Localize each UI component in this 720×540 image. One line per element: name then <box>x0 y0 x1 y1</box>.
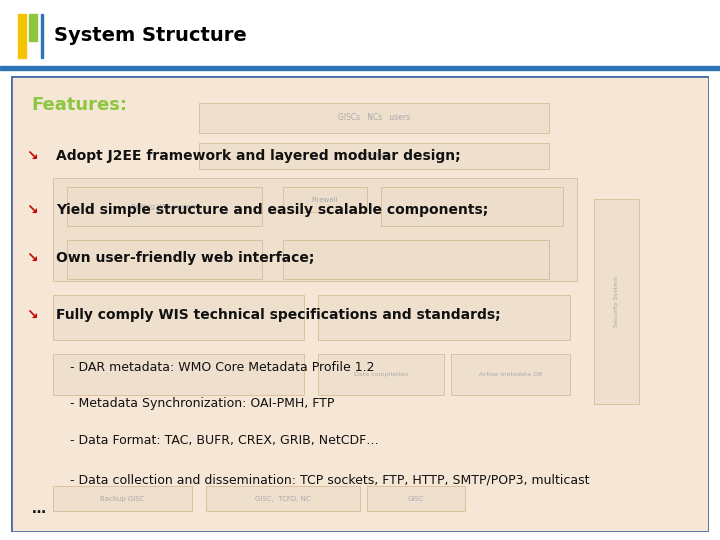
Bar <box>53 295 304 340</box>
Bar <box>29 14 37 40</box>
Text: - Data Format: TAC, BUFR, CREX, GRIB, NetCDF…: - Data Format: TAC, BUFR, CREX, GRIB, Ne… <box>70 434 379 447</box>
Text: Security System: Security System <box>614 276 619 327</box>
Bar <box>41 14 43 58</box>
Text: Backup GISC: Backup GISC <box>100 496 145 502</box>
Text: Adopt J2EE framework and layered modular design;: Adopt J2EE framework and layered modular… <box>56 148 461 163</box>
Bar <box>67 187 262 226</box>
Text: ↘: ↘ <box>26 148 37 163</box>
Bar <box>53 178 577 281</box>
Bar <box>381 187 562 226</box>
Bar <box>67 240 262 279</box>
Bar <box>283 240 549 279</box>
Text: Yield simple structure and easily scalable components;: Yield simple structure and easily scalab… <box>56 204 488 218</box>
Text: Data compilation: Data compilation <box>354 372 408 377</box>
Text: ↘: ↘ <box>26 308 37 322</box>
Text: - Data collection and dissemination: TCP sockets, FTP, HTTP, SMTP/POP3, multicas: - Data collection and dissemination: TCP… <box>70 474 590 487</box>
Bar <box>18 14 26 58</box>
Bar <box>53 354 304 395</box>
Bar <box>199 143 549 169</box>
Bar <box>199 103 549 133</box>
Text: - Metadata Synchronization: OAI-PMH, FTP: - Metadata Synchronization: OAI-PMH, FTP <box>70 397 335 410</box>
Text: …: … <box>32 502 46 516</box>
Bar <box>53 486 192 511</box>
Text: - DAR metadata: WMO Core Metadata Profile 1.2: - DAR metadata: WMO Core Metadata Profil… <box>70 361 374 374</box>
Bar <box>207 486 360 511</box>
Text: Fully comply WIS technical specifications and standards;: Fully comply WIS technical specification… <box>56 308 501 322</box>
Text: GISC: GISC <box>408 496 424 502</box>
Text: Features:: Features: <box>32 96 127 114</box>
Text: Active metadata DB: Active metadata DB <box>479 372 541 377</box>
Text: Own user-friendly web interface;: Own user-friendly web interface; <box>56 251 315 265</box>
Text: GISCs   NCs   users: GISCs NCs users <box>338 113 410 122</box>
Bar <box>451 354 570 395</box>
Text: Internet: Internet <box>359 151 390 160</box>
Bar <box>367 486 465 511</box>
Bar <box>318 295 570 340</box>
Bar <box>594 199 639 404</box>
Text: ↘: ↘ <box>26 204 37 218</box>
Text: ↘: ↘ <box>26 251 37 265</box>
Bar <box>318 354 444 395</box>
Bar <box>283 187 367 212</box>
Bar <box>0 66 720 70</box>
Text: System Structure: System Structure <box>54 25 247 45</box>
Text: Beijing WIS system: Beijing WIS system <box>131 204 198 210</box>
Text: GISC,  TCFD, NC: GISC, TCFD, NC <box>256 496 311 502</box>
Text: Firewall: Firewall <box>312 197 338 203</box>
